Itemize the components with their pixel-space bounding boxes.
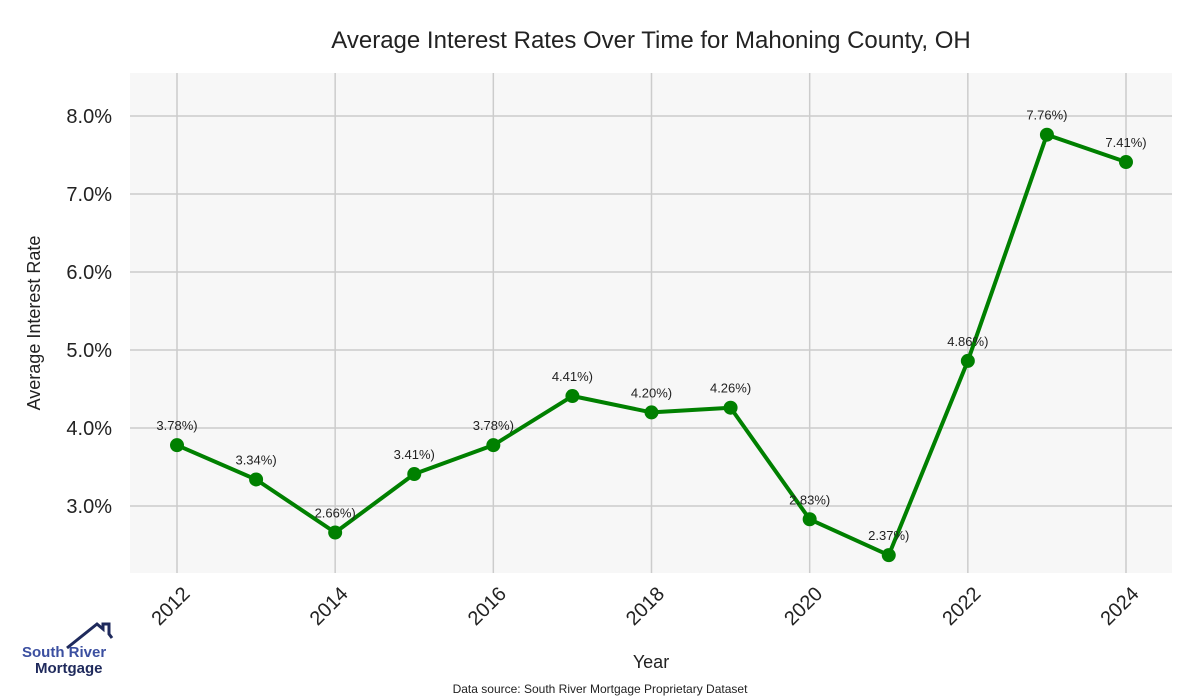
data-label: 2.66%) [315,506,356,521]
x-axis-label: Year [633,652,669,672]
data-label: 2.83%) [789,492,830,507]
data-label: 4.20%) [631,385,672,400]
data-point [881,548,896,563]
data-point [960,353,975,368]
x-tick-label: 2012 [148,583,195,630]
data-label: 2.37%) [868,528,909,543]
data-point [723,400,738,415]
x-tick-label: 2020 [780,583,827,630]
data-label: 7.76%) [1026,108,1067,123]
x-tick-label: 2024 [1097,583,1144,630]
data-label: 7.41%) [1105,135,1146,150]
logo-line2: Mortgage [35,660,103,677]
data-label: 3.78%) [473,418,514,433]
y-tick-label: 8.0% [66,106,112,128]
logo: South River Mortgage [22,620,122,680]
data-point [802,512,817,527]
data-point [565,389,580,404]
y-tick-label: 7.0% [66,184,112,206]
y-tick-label: 6.0% [66,262,112,284]
y-tick-label: 5.0% [66,340,112,362]
data-label: 4.26%) [710,381,751,396]
y-axis-label: Average Interest Rate [24,236,44,411]
data-point [644,405,659,420]
data-point [486,438,501,453]
chart-title: Average Interest Rates Over Time for Mah… [331,27,970,54]
data-point [170,438,184,453]
data-label: 4.41%) [552,369,593,384]
data-point [249,472,264,487]
y-tick-label: 4.0% [66,418,112,440]
house-icon [66,622,114,650]
data-label: 3.78%) [156,418,197,433]
x-tick-label: 2022 [938,583,985,630]
x-tick-label: 2014 [306,583,353,630]
logo-line1: South River [22,644,107,661]
data-label: 4.86%) [947,334,988,349]
x-tick-label: 2018 [622,583,669,630]
data-label: 3.41%) [394,447,435,462]
data-point [1119,155,1133,170]
data-point [328,525,343,540]
data-point [1039,127,1054,142]
y-tick-label: 3.0% [66,496,112,518]
data-point [407,467,422,482]
data-label: 3.34%) [235,452,276,467]
data-source-note: Data source: South River Mortgage Propri… [453,682,748,696]
x-tick-label: 2016 [464,583,511,630]
